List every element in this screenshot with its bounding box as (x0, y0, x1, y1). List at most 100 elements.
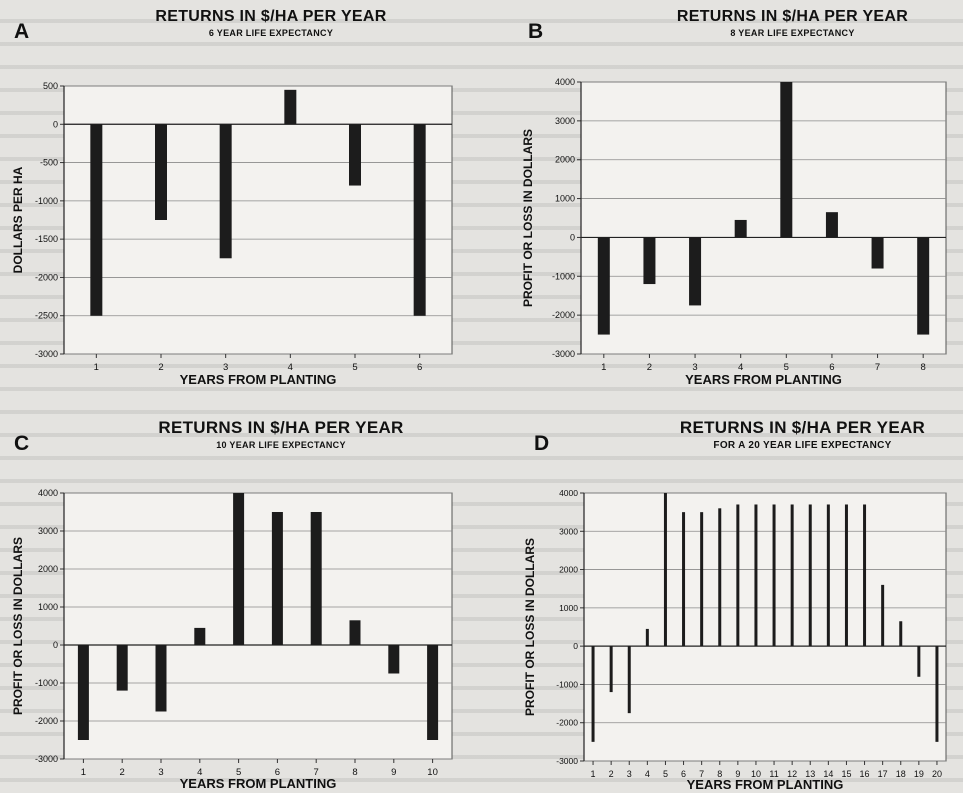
x-tick-label: 1 (591, 769, 596, 779)
bar (881, 584, 885, 647)
bar (844, 504, 848, 647)
y-tick-label: -3000 (35, 349, 58, 359)
x-tick-label: 6 (681, 769, 686, 779)
plot-area (580, 81, 947, 355)
y-tick-label: -2000 (556, 718, 578, 728)
x-tick-label: 3 (627, 769, 632, 779)
y-tick-label: -1000 (35, 196, 58, 206)
panel-letter: D (534, 432, 550, 455)
bar (790, 504, 794, 647)
bar (780, 82, 793, 238)
y-tick-label: -500 (40, 158, 58, 168)
bar (917, 237, 930, 335)
chart-subtitle: 8 YEAR LIFE EXPECTANCY (730, 28, 855, 38)
y-tick-label: -2000 (35, 272, 58, 282)
x-tick-label: 8 (717, 769, 722, 779)
panel-c: C RETURNS IN $/HA PER YEAR 10 YEAR LIFE … (0, 396, 482, 793)
bar (413, 124, 426, 316)
chart-title: RETURNS IN $/HA PER YEAR (158, 418, 404, 437)
bar (155, 645, 167, 712)
bar (310, 512, 322, 645)
chart-subtitle: 10 YEAR LIFE EXPECTANCY (216, 440, 346, 450)
x-axis-label: YEARS FROM PLANTING (687, 777, 844, 792)
chart-c: 4000 3000 2000 1000 0 -1000 -2000 -3000 1 2 3 4 5 6 7 8… (11, 488, 453, 791)
bar (194, 627, 206, 645)
chart-a: 500 0 -500 -1000 -1500 -2000 -2500 -3000 1 2 3 4 5 6 Y… (11, 81, 453, 387)
bar (645, 628, 649, 647)
x-tick-label: 6 (829, 362, 834, 373)
bar (871, 237, 884, 269)
x-tick-label: 6 (275, 767, 280, 778)
x-tick-label: 5 (663, 769, 668, 779)
x-tick-label: 7 (875, 362, 880, 373)
x-tick-label: 7 (314, 767, 319, 778)
y-tick-label: 500 (43, 81, 58, 91)
bar (90, 124, 103, 316)
x-tick-label: 14 (823, 769, 833, 779)
bar (609, 646, 613, 693)
x-tick-label: 18 (896, 769, 906, 779)
y-axis-label: DOLLARS PER HA (11, 166, 25, 273)
y-tick-label: 3000 (555, 116, 575, 126)
x-tick-label: 2 (647, 362, 652, 373)
bar (77, 645, 89, 740)
bar (899, 621, 903, 647)
x-tick-label: 5 (352, 362, 357, 373)
x-tick-label: 2 (120, 767, 125, 778)
y-tick-label: 0 (573, 641, 578, 651)
y-tick-label: -1000 (556, 679, 578, 689)
x-tick-label: 12 (787, 769, 797, 779)
bar (935, 646, 939, 742)
y-tick-label: -3000 (556, 756, 578, 766)
x-tick-label: 7 (699, 769, 704, 779)
x-tick-label: 4 (738, 362, 743, 373)
x-tick-label: 11 (769, 769, 778, 779)
x-tick-label: 6 (417, 362, 422, 373)
y-tick-label: -3000 (35, 754, 58, 764)
y-tick-label: 2000 (38, 564, 58, 574)
bar (233, 493, 245, 645)
x-tick-label: 20 (932, 769, 942, 779)
bar (284, 89, 297, 125)
y-tick-label: 1000 (555, 194, 575, 204)
chart-subtitle: 6 YEAR LIFE EXPECTANCY (208, 28, 334, 38)
y-tick-label: -1000 (552, 271, 575, 281)
y-tick-label: 2000 (559, 565, 578, 575)
panel-d: D RETURNS IN $/HA PER YEAR FOR A 20 YEAR… (482, 396, 963, 793)
y-tick-label: 2000 (555, 155, 575, 165)
bar (219, 124, 232, 259)
y-tick-label: 4000 (555, 77, 575, 87)
bar (689, 237, 702, 306)
bar (627, 646, 631, 714)
y-tick-label: 3000 (559, 526, 578, 536)
x-tick-label: 3 (692, 362, 697, 373)
x-axis-label: YEARS FROM PLANTING (685, 372, 842, 387)
bar (718, 508, 722, 647)
bar (863, 504, 867, 647)
panel-a: A RETURNS IN $/HA PER YEAR 6 YEAR LIFE E… (0, 0, 482, 396)
bar (427, 645, 439, 740)
bar (682, 512, 686, 647)
y-tick-label: 0 (570, 232, 575, 242)
x-axis-label: YEARS FROM PLANTING (180, 372, 337, 387)
x-tick-label: 1 (601, 362, 606, 373)
y-tick-label: 3000 (38, 526, 58, 536)
bar (388, 645, 400, 674)
bar (597, 237, 610, 335)
x-tick-label: 4 (288, 362, 293, 373)
x-tick-label: 3 (223, 362, 228, 373)
y-tick-label: 4000 (38, 488, 58, 498)
y-axis-label: PROFIT OR LOSS IN DOLLARS (11, 537, 25, 715)
bar (700, 512, 704, 647)
y-tick-label: 1000 (559, 603, 578, 613)
x-tick-label: 2 (609, 769, 614, 779)
panel-letter: B (528, 20, 544, 43)
bar (772, 504, 776, 647)
x-tick-label: 3 (158, 767, 163, 778)
y-tick-label: 0 (53, 640, 58, 650)
x-tick-label: 1 (81, 767, 86, 778)
y-tick-label: -1500 (35, 234, 58, 244)
y-axis-label: PROFIT OR LOSS IN DOLLARS (523, 538, 537, 716)
x-tick-label: 13 (805, 769, 815, 779)
